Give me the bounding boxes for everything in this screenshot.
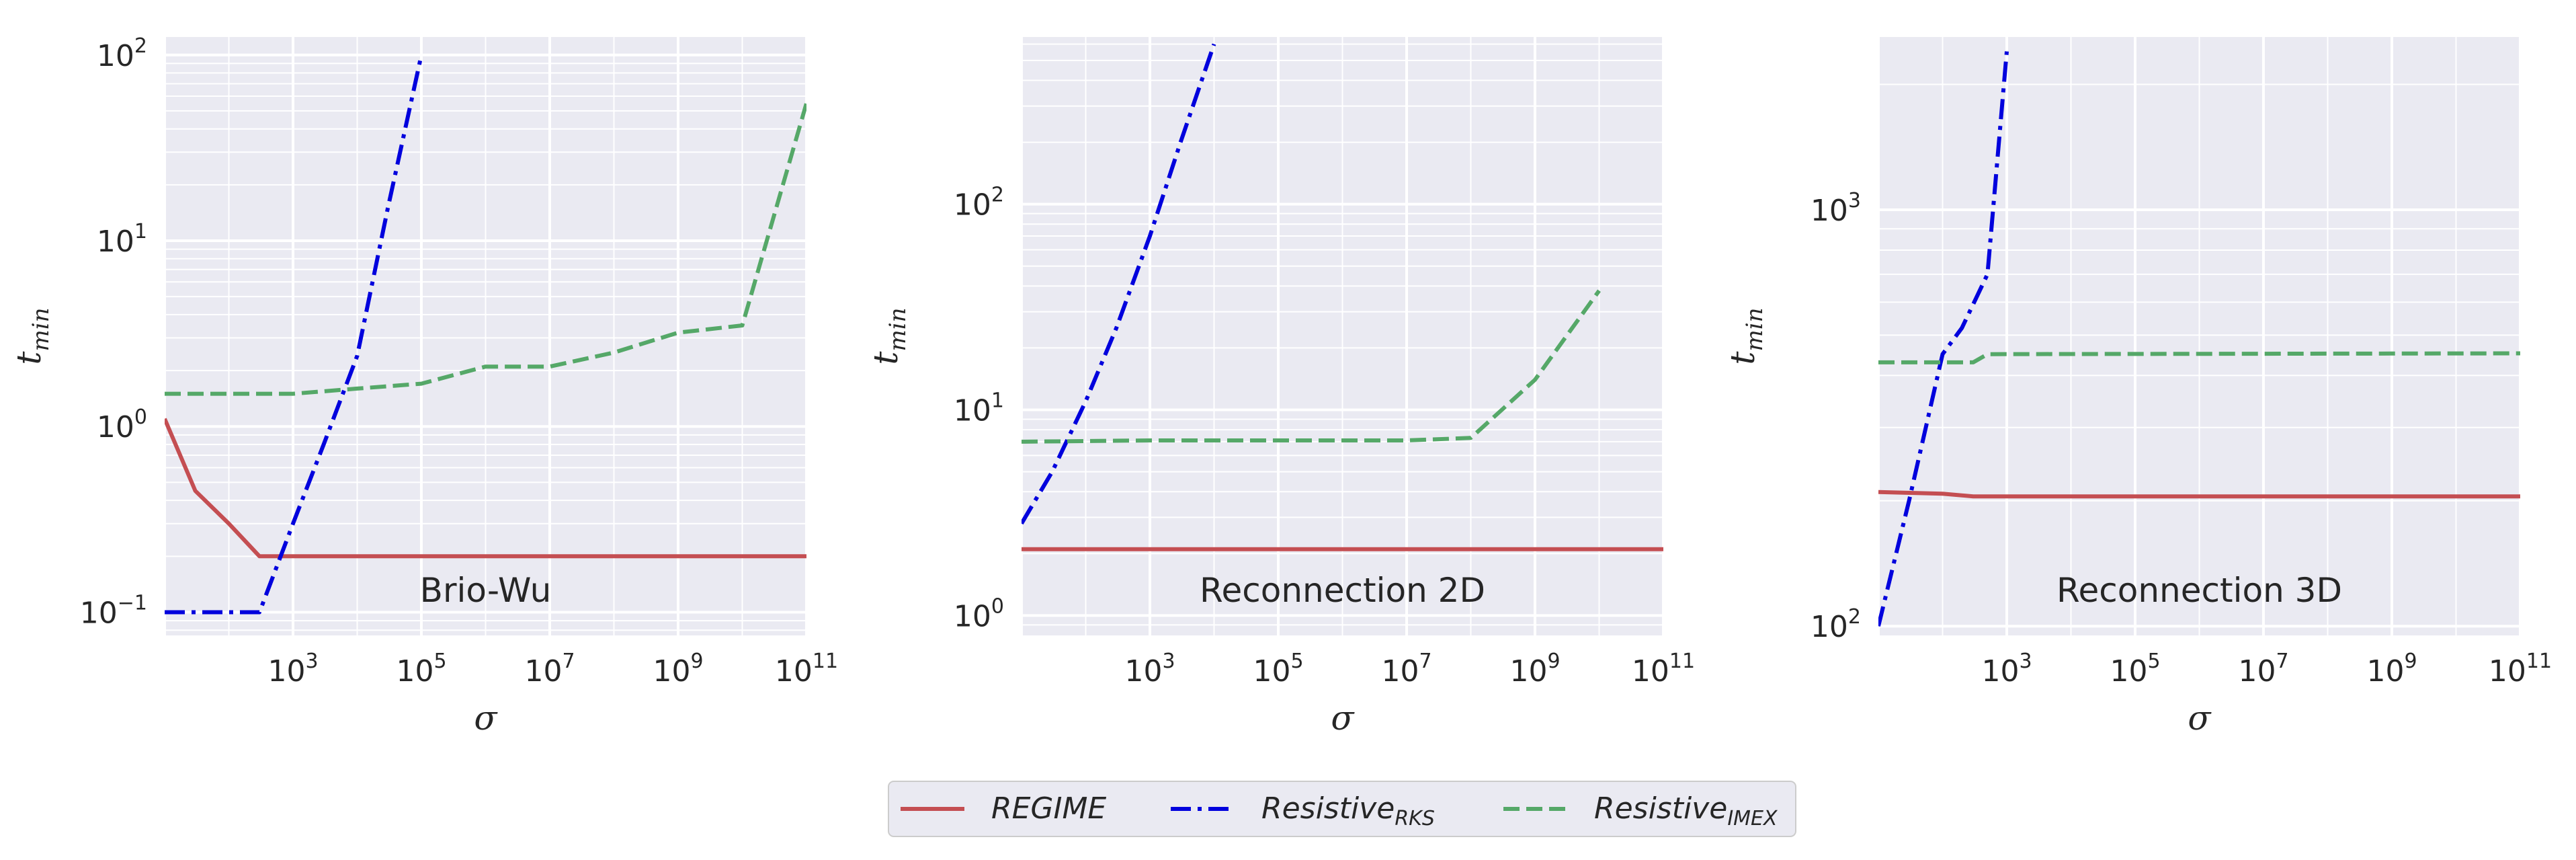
series-line-rks [1022, 43, 1216, 525]
panel-annotation: Brio-Wu [420, 571, 552, 610]
chart-panel-2: 103 105 107 109 1011 100 101 102 σ tmin Reconnecti… [866, 37, 1695, 738]
y-tick-label: 100 [954, 594, 1004, 633]
x-tick-label: 109 [653, 650, 703, 689]
x-axis-label: σ [2188, 699, 2212, 738]
chart-panel-3: 103 105 107 109 1011 102 103 σ tmin Reconnection … [1723, 37, 2552, 738]
y-tick-label: 102 [1811, 605, 1861, 644]
y-tick-label: 102 [954, 184, 1004, 223]
legend-label: REGIME [991, 791, 1106, 826]
y-tick-label: 102 [97, 34, 147, 73]
y-tick-label: 10−1 [80, 591, 147, 630]
series-line-regime [1878, 490, 2520, 499]
y-tick-label: 103 [1811, 189, 1861, 228]
x-tick-label: 103 [267, 650, 318, 689]
panel-annotation: Reconnection 2D [1200, 571, 1485, 610]
x-axis-label: σ [474, 699, 498, 738]
grid [1877, 37, 2522, 635]
x-tick-label: 1011 [1632, 650, 1695, 689]
x-tick-label: 107 [524, 650, 575, 689]
series-line-regime [165, 418, 806, 559]
y-axis-label: tmin [1723, 307, 1768, 364]
legend-box [888, 781, 1796, 837]
series-line-rks [165, 54, 423, 615]
x-tick-label: 105 [2110, 650, 2160, 689]
legend-label: ResistiveIMEX [1594, 791, 1778, 830]
x-tick-label: 1011 [2489, 650, 2552, 689]
series-group [165, 54, 806, 615]
y-tick-label: 100 [97, 405, 147, 444]
x-tick-label: 1011 [775, 650, 838, 689]
panel-annotation: Reconnection 3D [2056, 571, 2342, 610]
x-tick-label: 103 [1124, 650, 1175, 689]
series-group [1878, 51, 2520, 627]
x-tick-label: 103 [1981, 650, 2032, 689]
series-group [1022, 43, 1663, 551]
x-axis-label: σ [1331, 699, 1355, 738]
legend-label: ResistiveRKS [1261, 791, 1435, 830]
legend-entry-rks: ResistiveRKS [1171, 791, 1435, 830]
series-line-imex [1878, 351, 2520, 364]
series-line-imex [1022, 289, 1601, 444]
series-line-imex [165, 102, 806, 396]
y-axis-label: tmin [866, 307, 911, 364]
x-tick-label: 107 [1381, 650, 1431, 689]
x-tick-label: 107 [2238, 650, 2288, 689]
grid [1020, 37, 1665, 635]
legend-entry-regime: REGIME [901, 791, 1106, 826]
legend: REGIME ResistiveRKS ResistiveIMEX [888, 781, 1796, 837]
chart-panels: 103 105 107 109 1011 10−1 100 101 102 σ tmin Brio-W… [9, 34, 2552, 738]
x-tick-label: 109 [1509, 650, 1560, 689]
x-tick-label: 109 [2366, 650, 2417, 689]
y-tick-label: 101 [954, 389, 1004, 428]
y-tick-label: 101 [97, 220, 147, 259]
legend-entry-imex: ResistiveIMEX [1503, 791, 1778, 830]
x-tick-label: 105 [1253, 650, 1303, 689]
chart-panel-1: 103 105 107 109 1011 10−1 100 101 102 σ tmin Brio-W… [9, 34, 838, 738]
x-tick-label: 105 [396, 650, 446, 689]
y-axis-label: tmin [9, 307, 54, 364]
